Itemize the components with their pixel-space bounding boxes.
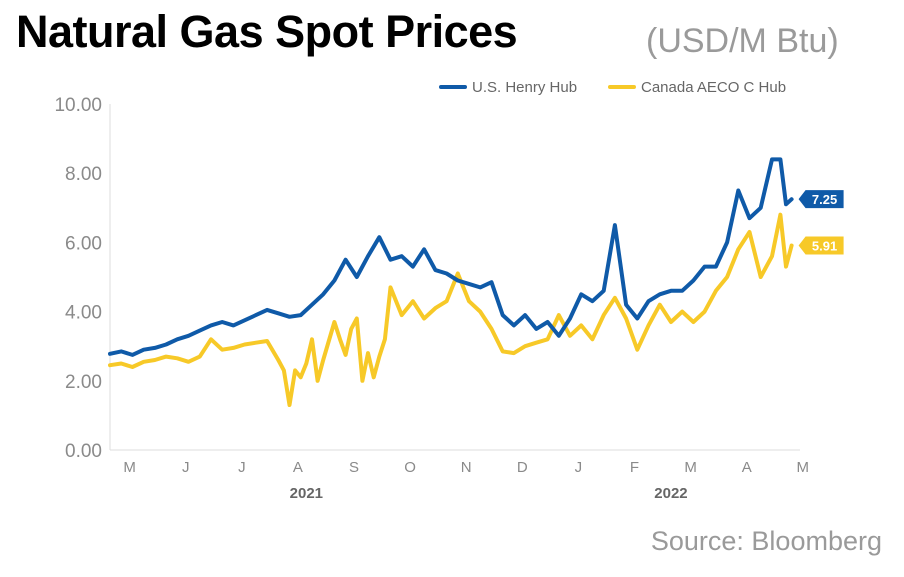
chart-series bbox=[108, 157, 794, 407]
chart-source: Source: Bloomberg bbox=[650, 526, 882, 556]
x-tick-label: J bbox=[238, 459, 246, 476]
y-tick-label: 4.00 bbox=[65, 303, 102, 324]
end-label-aeco: 5.91 bbox=[812, 239, 837, 254]
x-tick-label: M bbox=[684, 459, 697, 476]
chart-axes: 0.00 2.00 4.00 6.00 8.00 10.00 M J J A S O N D J F M A M 20… bbox=[54, 95, 809, 502]
chart-end-labels: 7.25 5.91 bbox=[798, 190, 844, 255]
legend-label-henry-hub: U.S. Henry Hub bbox=[472, 79, 577, 96]
x-tick-label: M bbox=[123, 459, 136, 476]
x-tick-label: D bbox=[517, 459, 528, 476]
x-year-label: 2021 bbox=[290, 485, 323, 502]
end-label-henry-hub-bg bbox=[798, 190, 844, 209]
x-tick-label: F bbox=[630, 459, 639, 476]
chart-unit-label: (USD/M Btu) bbox=[646, 22, 839, 60]
chart-title: Natural Gas Spot Prices bbox=[16, 6, 518, 57]
y-tick-label: 8.00 bbox=[65, 164, 102, 185]
x-year-label: 2022 bbox=[654, 485, 687, 502]
end-label-aeco-bg bbox=[798, 236, 844, 255]
end-label-henry-hub: 7.25 bbox=[812, 192, 837, 207]
y-tick-label: 2.00 bbox=[65, 372, 102, 393]
x-tick-label: O bbox=[404, 459, 416, 476]
x-tick-label: S bbox=[349, 459, 359, 476]
x-tick-label: A bbox=[293, 459, 303, 476]
y-tick-label: 0.00 bbox=[65, 441, 102, 462]
series-line-aeco bbox=[108, 212, 794, 407]
x-tick-label: A bbox=[742, 459, 752, 476]
chart-legend: U.S. Henry Hub Canada AECO C Hub bbox=[439, 79, 786, 96]
legend-label-aeco: Canada AECO C Hub bbox=[641, 79, 786, 96]
x-tick-label: J bbox=[575, 459, 583, 476]
series-line-henry-hub bbox=[108, 157, 794, 357]
x-tick-label: M bbox=[797, 459, 810, 476]
y-tick-label: 6.00 bbox=[65, 233, 102, 254]
y-tick-label: 10.00 bbox=[54, 95, 102, 116]
x-tick-label: J bbox=[182, 459, 190, 476]
x-tick-label: N bbox=[461, 459, 472, 476]
